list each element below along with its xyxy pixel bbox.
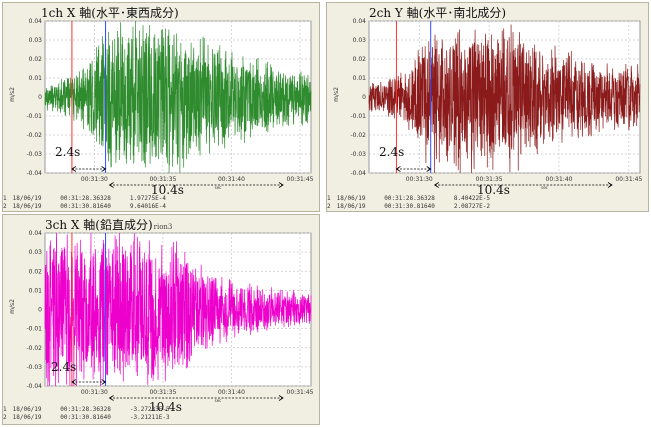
chart-panel-3ch: 0.04 0.03 0.02 0.01 0 -0.01 -0.02 -0.03 -0.04 00:… [2, 214, 320, 425]
y-tick-label: -0.02 [26, 132, 42, 139]
y-tick-label: 0.03 [29, 37, 43, 44]
cursor-readout-1: 1 18/06/19 00:31:28.36328 8.40422E-5 [327, 195, 490, 202]
cursor-readout-2: 2 18/06/19 00:31:30.81640 9.64016E-4 [3, 203, 166, 210]
arrow-head [101, 379, 107, 385]
y-axis-label: m/s2 [8, 299, 16, 314]
annotation-long: 10.4s [477, 183, 510, 197]
y-tick-label: -0.01 [26, 113, 42, 120]
waveform-chart-3ch[interactable]: 0.04 0.03 0.02 0.01 0 -0.01 -0.02 -0.03 -0.04 00:… [3, 215, 320, 425]
y-axis-label: m/s2 [332, 87, 340, 102]
annotation-short: 2.4s [379, 145, 405, 159]
y-tick-label: 0.04 [29, 230, 43, 237]
waveform-chart-1ch[interactable]: 0.04 0.03 0.02 0.01 0 -0.01 -0.02 -0.03 -0.04 00:… [3, 3, 320, 212]
y-tick-label: 0.01 [353, 75, 367, 82]
annotation-short: 2.4s [55, 145, 81, 159]
y-tick-label: -0.01 [350, 113, 366, 120]
arrow-head [71, 379, 77, 385]
x-tick-label: 00:31:40 [218, 389, 245, 396]
y-tick-label: 0.01 [29, 75, 43, 82]
cursor-readout-1: 1 18/06/19 00:31:28.36328 -3.27233E-5 [3, 406, 170, 413]
arrow-head [108, 182, 114, 188]
y-tick-label: -0.04 [26, 170, 42, 177]
y-tick-label: -0.04 [26, 383, 42, 390]
x-tick-label: 00:31:45 [287, 389, 314, 396]
x-tick-label: 00:31:30 [81, 389, 108, 396]
x-tick-label: 00:31:45 [287, 176, 314, 183]
y-tick-label: 0 [38, 94, 42, 101]
arrow-head [433, 182, 439, 188]
arrow-head [101, 166, 107, 172]
x-unit-label: sec [215, 185, 222, 190]
waveform-series [368, 24, 641, 174]
x-tick-label: 00:31:40 [218, 176, 245, 183]
arrow-head [426, 166, 432, 172]
chart-title: 3ch X 軸(鉛直成分)rion3 [45, 218, 173, 232]
arrow-head [278, 395, 284, 401]
y-tick-label: 0.01 [29, 287, 43, 294]
y-tick-label: -0.03 [350, 151, 366, 158]
annotation-long: 10.4s [149, 400, 182, 414]
waveform-series [44, 232, 312, 387]
chart-panel-1ch: 0.04 0.03 0.02 0.01 0 -0.01 -0.02 -0.03 -0.04 00:… [2, 2, 320, 212]
x-tick-label: 00:31:35 [149, 389, 176, 396]
y-tick-label: 0.04 [353, 18, 367, 25]
waveform-series [44, 20, 312, 174]
x-tick-label: 00:31:45 [615, 176, 642, 183]
waveform-chart-2ch[interactable]: 0.04 0.03 0.02 0.01 0 -0.01 -0.02 -0.03 -0.04 00:… [327, 3, 649, 212]
x-tick-label: 00:31:35 [476, 176, 503, 183]
chart-title: 1ch X 軸(水平･東西成分) [41, 6, 179, 20]
x-tick-label: 00:31:35 [149, 176, 176, 183]
cursor-readout-2: 2 18/06/19 00:31:30.81640 2.08727E-2 [327, 203, 490, 210]
y-tick-label: 0.03 [353, 37, 367, 44]
chart-panel-2ch: 0.04 0.03 0.02 0.01 0 -0.01 -0.02 -0.03 -0.04 00:… [326, 2, 649, 212]
y-tick-label: -0.02 [26, 345, 42, 352]
annotation-short: 2.4s [51, 360, 77, 374]
arrow-head [278, 182, 284, 188]
x-tick-label: 00:31:40 [546, 176, 573, 183]
y-tick-label: -0.02 [350, 132, 366, 139]
cursor-readout-1: 1 18/06/19 00:31:28.36328 1.97275E-4 [3, 195, 166, 202]
y-tick-label: 0.02 [29, 268, 43, 275]
arrow-head [395, 166, 401, 172]
y-tick-label: 0 [38, 307, 42, 314]
y-tick-label: 0.02 [29, 56, 43, 63]
cursor-readout-2: 2 18/06/19 00:31:30.81640 -3.21211E-3 [3, 414, 170, 421]
x-tick-label: 00:31:30 [406, 176, 433, 183]
y-axis-label: m/s2 [8, 87, 16, 102]
arrow-head [607, 182, 613, 188]
arrow-head [71, 166, 77, 172]
y-tick-label: 0.03 [29, 249, 43, 256]
annotation-long: 10.4s [151, 183, 184, 197]
y-tick-label: -0.03 [26, 364, 42, 371]
y-tick-label: -0.04 [350, 170, 366, 177]
y-tick-label: 0.04 [29, 18, 43, 25]
x-unit-label: sec [541, 185, 548, 190]
x-unit-label: sec [215, 398, 222, 403]
chart-title: 2ch Y 軸(水平･南北成分) [369, 6, 506, 20]
y-tick-label: 0.02 [353, 56, 367, 63]
y-tick-label: -0.03 [26, 151, 42, 158]
x-tick-label: 00:31:30 [81, 176, 108, 183]
y-tick-label: 0 [362, 94, 366, 101]
y-tick-label: -0.01 [26, 326, 42, 333]
arrow-head [108, 395, 114, 401]
